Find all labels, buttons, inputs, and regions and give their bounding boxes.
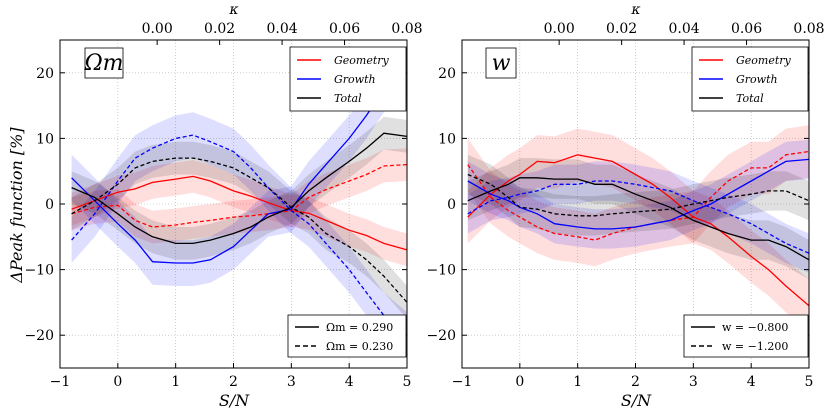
x-tick-label: 2 xyxy=(631,374,640,390)
line-growth-solid xyxy=(71,72,408,264)
legend-bottom-box xyxy=(287,314,407,358)
top-tick-label: 0.00 xyxy=(544,21,575,37)
legend-label-variant: w = −1.200 xyxy=(722,340,788,353)
x-tick-label: 0 xyxy=(113,374,122,390)
legend-label-variant: Ωm = 0.230 xyxy=(326,340,393,353)
legend-label-fiducial: w = −0.800 xyxy=(722,321,788,334)
x-tick-label: 2 xyxy=(229,374,238,390)
top-tick-label: 0.04 xyxy=(266,21,297,37)
legend-bottom: Ωm = 0.290 Ωm = 0.230 xyxy=(287,314,407,358)
legend-label-total: Total xyxy=(736,92,764,105)
x-tick-label: 5 xyxy=(403,374,412,390)
y-tick-label: 10 xyxy=(438,131,456,147)
band-growth-dashed xyxy=(71,112,407,359)
y-axis-label: ΔPeak function [%] xyxy=(7,127,26,284)
x-tick-label: 1 xyxy=(573,374,582,390)
x-axis-label: S/N xyxy=(621,391,652,410)
legend-label-fiducial: Ωm = 0.290 xyxy=(326,321,393,334)
top-tick-label: 0.02 xyxy=(606,21,637,37)
band-total-solid xyxy=(467,158,809,280)
x-tick-label: 5 xyxy=(805,374,814,390)
panel-label: w xyxy=(492,51,511,76)
legend-label-total: Total xyxy=(334,92,362,105)
line-total-dashed xyxy=(467,173,810,217)
plot-area xyxy=(461,39,810,369)
legend-top: Geometry Growth Total xyxy=(289,46,407,112)
x-tick-label: 0 xyxy=(515,374,524,390)
line-geometry-solid xyxy=(467,154,810,307)
legend-label-geometry: Geometry xyxy=(736,54,792,67)
top-axis-label-kappa: κ xyxy=(228,2,238,18)
x-axis-label: S/N xyxy=(219,391,250,410)
band-growth-solid xyxy=(467,139,809,249)
x-tick-label: 3 xyxy=(689,374,698,390)
x-tick-label: 4 xyxy=(747,374,756,390)
band-total-dashed xyxy=(71,141,407,319)
panel-label-box xyxy=(84,47,124,79)
line-geometry-solid xyxy=(71,175,408,251)
band-total-solid xyxy=(71,116,407,260)
y-tick-label: −20 xyxy=(24,328,54,344)
line-geometry-dashed xyxy=(71,163,408,228)
band-growth-dashed xyxy=(467,161,809,273)
band-geometry-solid xyxy=(71,160,407,267)
top-tick-label: 0.08 xyxy=(391,21,422,37)
x-tick-label: −1 xyxy=(50,374,71,390)
panel-label-box xyxy=(485,47,517,79)
legend-label-growth: Growth xyxy=(736,73,778,86)
y-tick-label: 20 xyxy=(36,66,54,82)
panel-omega-m: κ 0.00 0.02 0.04 0.06 0.08 −20 −10 0 10 … xyxy=(7,2,423,410)
y-tick-label: 20 xyxy=(438,66,456,82)
legend-bottom: w = −0.800 w = −1.200 xyxy=(683,314,809,358)
line-total-solid xyxy=(467,177,810,261)
line-total-solid xyxy=(71,132,408,245)
legend-bottom-box xyxy=(683,314,809,358)
band-geometry-dashed xyxy=(467,125,809,267)
y-tick-label: −10 xyxy=(426,263,456,279)
y-tick-label: 0 xyxy=(447,197,456,213)
y-tick-label: 0 xyxy=(45,197,54,213)
panel-w: κ 0.00 0.02 0.04 0.06 0.08 −20 −10 0 10 … xyxy=(426,2,824,410)
x-tick-label: 3 xyxy=(287,374,296,390)
top-tick-label: 0.04 xyxy=(668,21,699,37)
top-tick-label: 0.06 xyxy=(329,21,360,37)
y-tick-label: −10 xyxy=(24,263,54,279)
legend-label-growth: Growth xyxy=(334,73,376,86)
y-tick-label: −20 xyxy=(426,328,456,344)
legend-top: Geometry Growth Total xyxy=(691,46,809,112)
top-axis-label-kappa: κ xyxy=(630,2,640,18)
legend-label-geometry: Geometry xyxy=(334,54,390,67)
top-tick-label: 0.08 xyxy=(793,21,824,37)
y-tick-label: 10 xyxy=(36,131,54,147)
x-tick-label: −1 xyxy=(452,374,473,390)
line-growth-dashed xyxy=(71,134,408,336)
top-tick-label: 0.00 xyxy=(142,21,173,37)
x-tick-label: 1 xyxy=(171,374,180,390)
top-tick-label: 0.02 xyxy=(204,21,235,37)
panel-label: Ωm xyxy=(83,51,123,76)
band-geometry-dashed xyxy=(71,148,407,244)
top-tick-label: 0.06 xyxy=(731,21,762,37)
line-total-dashed xyxy=(71,157,408,303)
x-tick-label: 4 xyxy=(345,374,354,390)
